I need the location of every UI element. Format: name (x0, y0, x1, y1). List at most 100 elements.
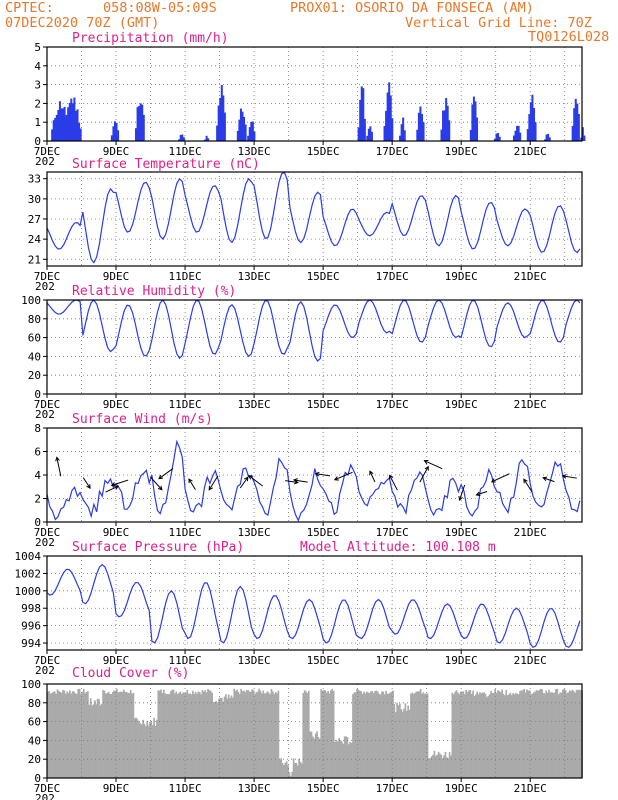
cloud-bar (497, 690, 499, 778)
cloud-bar (80, 693, 82, 778)
panel-title: Cloud Cover (%) (72, 666, 189, 681)
cloud-bar (309, 731, 312, 778)
precip-bar (79, 128, 82, 141)
cloud-bar (301, 763, 303, 778)
precip-bar (216, 125, 219, 141)
x-tick-label: 13DEC (238, 526, 271, 539)
cloud-bar (385, 690, 387, 778)
cloud-bar (542, 693, 545, 778)
cloud-bar (516, 693, 519, 778)
cloud-bar (118, 691, 121, 778)
cloud-bar (226, 698, 229, 778)
cloud-bar (180, 693, 183, 778)
cloud-bar (99, 705, 102, 778)
x-tick-label: 21DEC (514, 398, 547, 411)
precip-bar (54, 117, 57, 141)
cloud-bar (314, 733, 317, 778)
y-tick-label: 0 (34, 516, 41, 529)
precip-bar (253, 131, 256, 141)
cloud-bar (158, 690, 161, 778)
cloud-bar (172, 689, 175, 778)
precip-bar (60, 108, 63, 141)
cloud-bar (154, 726, 157, 778)
wind-arrow (424, 460, 443, 470)
cloud-bar (336, 741, 339, 778)
cloud-bar (203, 691, 205, 778)
precip-bar (576, 103, 579, 141)
y-tick-label: 994 (21, 637, 41, 650)
precip-bar (141, 104, 144, 141)
cloud-bar (305, 691, 307, 778)
y-tick-label: 1000 (15, 585, 42, 598)
wind-arrow (239, 476, 249, 489)
cloud-bar (455, 690, 458, 778)
cloud-bar (168, 694, 171, 778)
cloud-bar (414, 692, 416, 778)
precip-bar (51, 129, 54, 141)
cloud-bar (219, 697, 222, 778)
cloud-bar (350, 742, 353, 778)
cloud-bar (91, 705, 93, 778)
cloud-bar (494, 688, 497, 778)
cloud-bar (162, 689, 165, 778)
wind-arrow-head (490, 478, 496, 483)
cloud-bar (550, 692, 553, 778)
x-tick-label: 21DEC (514, 526, 547, 539)
x-tick-label: 9DEC (103, 782, 130, 795)
precip-bar (419, 106, 422, 141)
cloud-bar (269, 694, 271, 778)
cloud-bar (433, 750, 436, 778)
cloud-bar (220, 697, 223, 778)
cloud-bar (575, 689, 578, 778)
wind-arrow (459, 484, 466, 501)
cloud-bar (488, 694, 491, 778)
cloud-bar (443, 755, 445, 778)
y-tick-label: 21 (28, 253, 41, 266)
cloud-bar (289, 775, 292, 778)
wind-arrow-head (542, 476, 548, 482)
cloud-bar (131, 693, 133, 778)
precip-bar (420, 113, 423, 141)
cloud-bar (232, 697, 234, 778)
cloud-bar (557, 694, 560, 778)
precip-bar (399, 135, 402, 141)
cloud-bar (513, 694, 516, 778)
y-tick-label: 80 (28, 697, 41, 710)
y-tick-label: 0 (34, 772, 41, 785)
cloud-bar (527, 690, 530, 778)
cloud-bar (128, 693, 131, 778)
cloud-bar (370, 691, 372, 778)
cloud-bar (88, 704, 91, 778)
precip-bar (529, 102, 532, 141)
y-tick-label: 1 (34, 116, 41, 129)
y-tick-label: 27 (28, 213, 41, 226)
cloud-bar (341, 741, 343, 778)
x-tick-label: 11DEC (169, 526, 202, 539)
cloud-bar (331, 688, 334, 778)
cloud-bar (418, 691, 421, 778)
panel-rh: 0 20 40 60 80 100 7DEC 9DEC 11DEC 13DEC 15DEC 17DEC… (21, 284, 583, 421)
precip-bar (57, 109, 60, 141)
cloud-bar (143, 723, 146, 778)
precip-bar (369, 126, 372, 141)
cloud-bar (451, 692, 454, 778)
cloud-bar (248, 691, 251, 778)
cloud-bar (116, 688, 118, 778)
precip-bar (110, 135, 113, 141)
cloud-bar (491, 692, 494, 778)
cloud-bar (317, 737, 320, 778)
cloud-bar (71, 691, 74, 778)
x-tick-label: 9DEC (103, 526, 130, 539)
y-tick-label: 0 (34, 135, 41, 148)
cloud-bar (396, 702, 398, 778)
cloud-bar (285, 761, 288, 778)
cloud-bar (87, 691, 89, 778)
cloud-bar (306, 693, 309, 778)
x-tick-label: 19DEC (445, 398, 478, 411)
wind-arrow (491, 473, 510, 483)
cloud-bar (302, 693, 305, 778)
cloud-bar (313, 738, 316, 778)
cloud-bar (100, 703, 103, 778)
cloud-bar (528, 690, 531, 778)
cloud-bar (495, 692, 498, 778)
